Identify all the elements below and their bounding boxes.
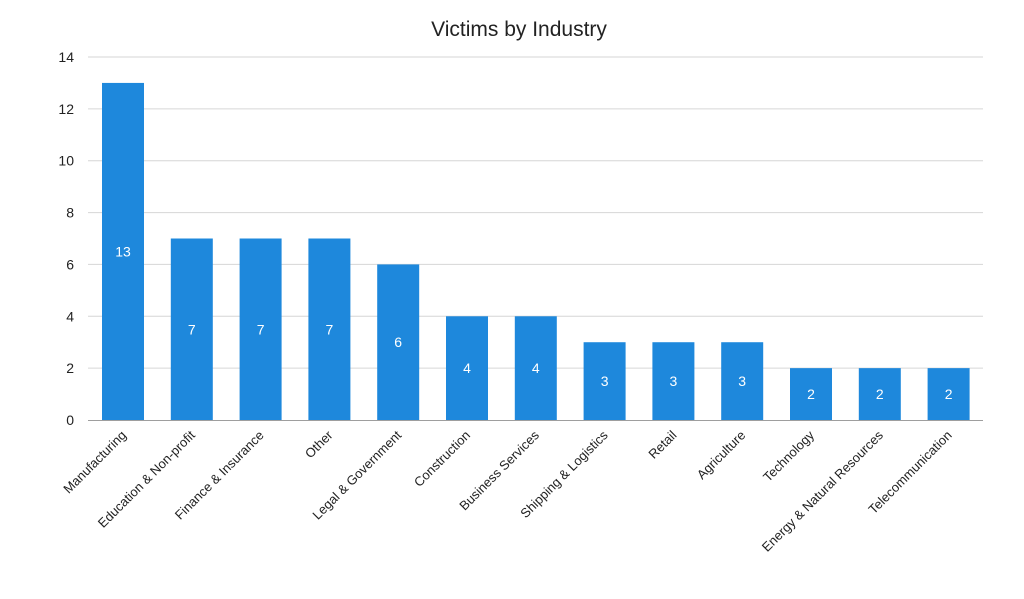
bar-value-label: 4	[463, 360, 471, 376]
bar-value-label: 7	[326, 321, 334, 337]
bar	[790, 368, 832, 420]
bar	[652, 342, 695, 420]
data-labels: 13 7 7 7 6 4 4 3 3 3 2 2 2	[115, 243, 952, 402]
bar	[514, 316, 557, 420]
y-tick-label: 4	[66, 308, 74, 324]
y-tick-label: 10	[58, 153, 74, 169]
bar-value-label: 2	[807, 386, 815, 402]
y-tick-label: 2	[66, 360, 74, 376]
bar	[377, 264, 420, 420]
bar-value-label: 13	[115, 243, 131, 259]
y-tick-label: 14	[58, 49, 74, 65]
bar-value-label: 2	[945, 386, 953, 402]
x-tick-label: Manufacturing	[60, 428, 129, 497]
x-tick-label: Agriculture	[694, 428, 749, 483]
bar	[583, 342, 626, 420]
x-tick-label: Technology	[760, 427, 817, 484]
bar	[927, 368, 970, 420]
x-tick-label: Other	[302, 427, 336, 461]
x-tick-label: Retail	[645, 427, 679, 461]
x-tick-label: Construction	[411, 428, 473, 490]
bar	[170, 238, 213, 420]
bar-value-label: 3	[601, 373, 609, 389]
bar-value-label: 7	[188, 321, 196, 337]
bar-value-label: 3	[670, 373, 678, 389]
y-tick-label: 12	[58, 101, 74, 117]
bar-value-label: 2	[876, 386, 884, 402]
y-tick-label: 6	[66, 256, 74, 272]
bar	[721, 342, 764, 420]
bar	[102, 82, 144, 420]
bars	[102, 82, 970, 420]
bar-value-label: 7	[257, 321, 265, 337]
x-tick-label: Energy & Natural Resources	[759, 427, 886, 554]
bar-value-label: 3	[738, 373, 746, 389]
bar	[308, 238, 351, 420]
chart-title: Victims by Industry	[431, 18, 607, 41]
y-tick-label: 0	[66, 412, 74, 428]
bar-value-label: 6	[394, 334, 402, 350]
bar	[858, 368, 901, 420]
y-tick-label: 8	[66, 205, 74, 221]
bar	[446, 316, 488, 420]
gridlines	[88, 56, 983, 369]
bar-value-label: 4	[532, 360, 540, 376]
bar	[239, 238, 282, 420]
y-axis-ticks: 0 2 4 6 8 10 12 14	[58, 49, 74, 428]
